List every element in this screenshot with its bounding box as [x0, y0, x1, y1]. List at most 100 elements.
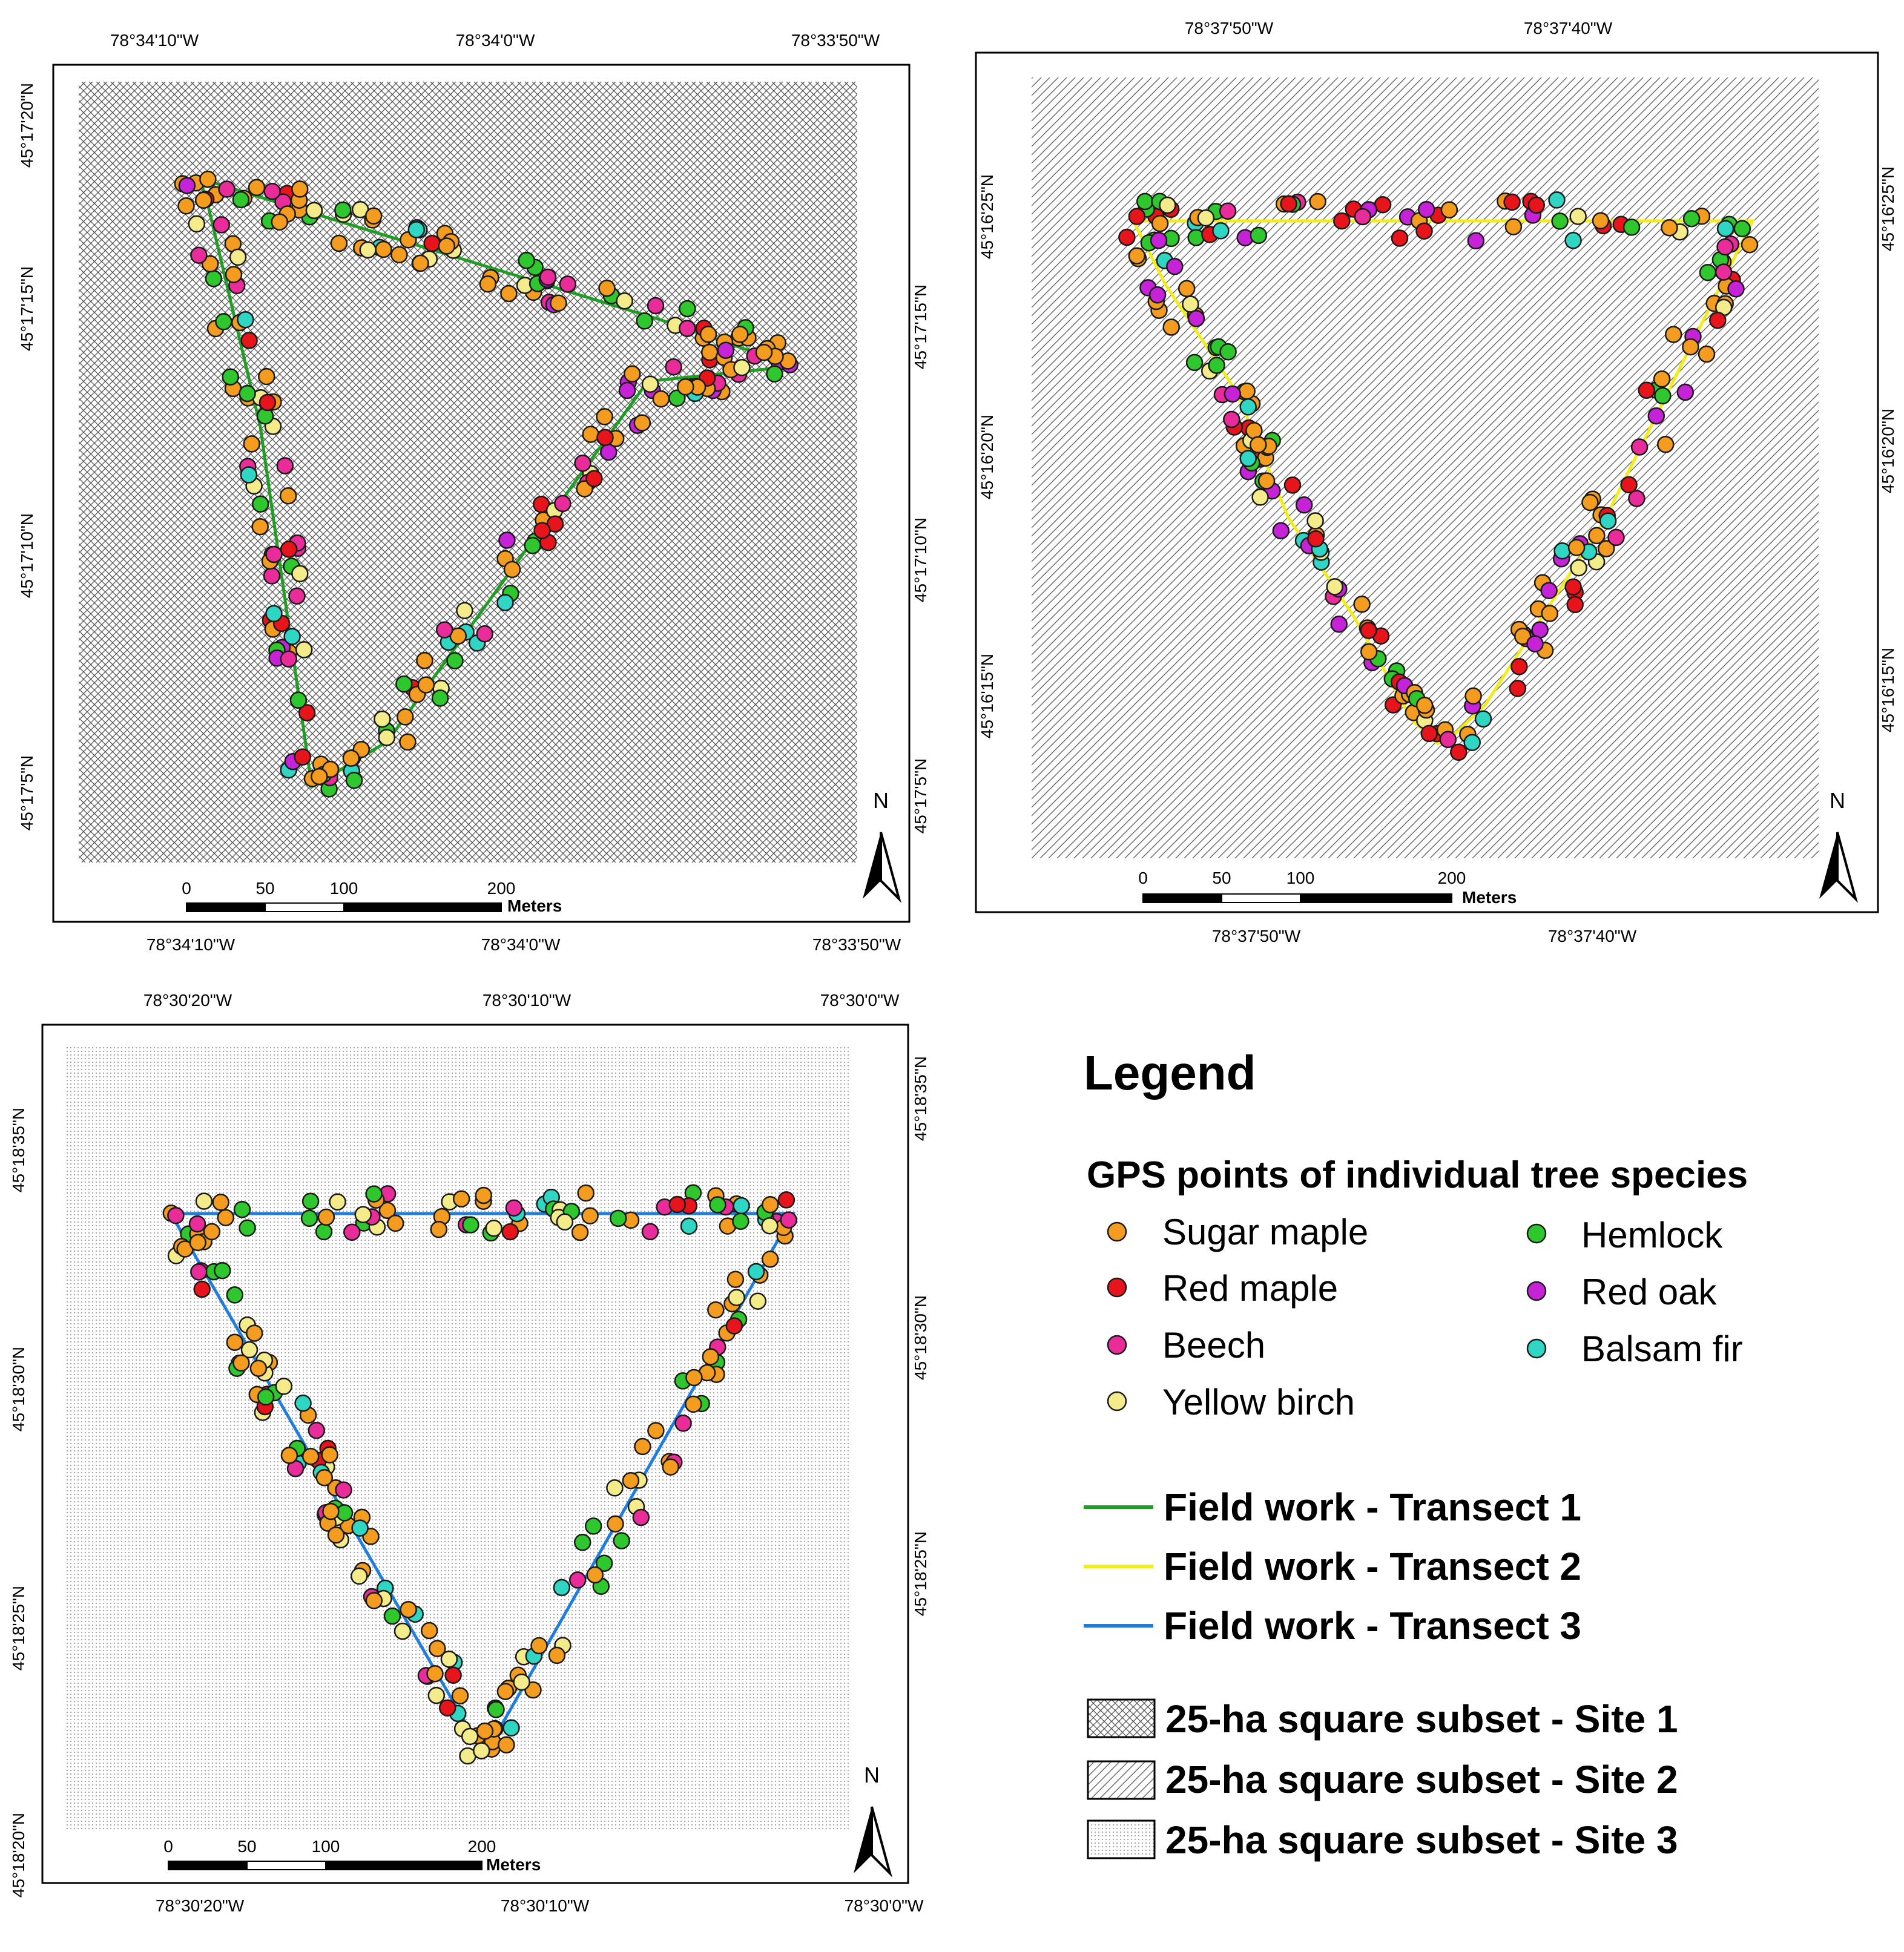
legend-transect-2: Field work - Transect 2: [1084, 1545, 1581, 1588]
north-arrow-icon: N: [863, 788, 901, 903]
tree-point: [271, 213, 289, 231]
tree-point: [395, 675, 413, 693]
tree-point: [501, 1223, 519, 1241]
scale-bar: 0 50 100 200 Meters: [182, 879, 562, 915]
tree-point: [707, 1301, 725, 1319]
tree-point: [288, 587, 306, 605]
tree-point: [476, 1722, 494, 1740]
tree-point: [1333, 212, 1351, 230]
tree-point: [317, 1208, 335, 1226]
tree-point: [375, 240, 392, 258]
svg-text:Beech: Beech: [1162, 1325, 1265, 1365]
svg-text:Field work - Transect 2: Field work - Transect 2: [1164, 1545, 1581, 1588]
tree-point: [226, 1333, 244, 1351]
north-arrow-icon: N: [1819, 788, 1858, 903]
tree-point: [596, 408, 613, 426]
tree-point: [685, 1395, 702, 1413]
tree-point: [1474, 710, 1492, 728]
left-tick-label: 45°17'5"N: [18, 755, 36, 831]
tree-point: [1656, 436, 1675, 453]
tree-point: [574, 455, 591, 472]
tree-point: [1699, 263, 1717, 281]
tree-point: [1676, 383, 1695, 401]
tree-point: [233, 1201, 251, 1218]
tree-point: [1360, 622, 1377, 639]
tree-point: [188, 1215, 206, 1233]
tree-point: [1620, 476, 1638, 494]
tree-point: [755, 343, 773, 361]
tree-point: [731, 326, 749, 343]
svg-text:Meters: Meters: [486, 1855, 541, 1874]
tree-point: [351, 1519, 369, 1537]
legend-species-red-maple: Red maple: [1107, 1268, 1338, 1309]
tree-point: [190, 246, 208, 264]
tree-point: [1223, 410, 1240, 429]
bottom-tick-label: 78°33'50"W: [812, 935, 901, 954]
tree-point: [762, 1196, 779, 1214]
tree-point: [407, 221, 426, 238]
tree-point: [662, 1458, 679, 1476]
tree-point: [263, 182, 281, 200]
tree-point: [1309, 192, 1326, 211]
tree-point: [1150, 231, 1168, 249]
tree-point: [733, 1197, 750, 1215]
svg-text:Field work - Transect 1: Field work - Transect 1: [1164, 1485, 1581, 1529]
tree-point: [420, 1622, 438, 1640]
svg-text:200: 200: [487, 879, 516, 898]
tree-point: [1251, 488, 1269, 506]
svg-text:Hemlock: Hemlock: [1581, 1215, 1723, 1255]
tree-point: [1541, 605, 1559, 622]
tree-point: [573, 1534, 591, 1551]
tree-point: [1514, 628, 1532, 645]
tree-point: [498, 531, 516, 549]
tree-point: [222, 368, 239, 386]
right-tick-label: 45°16'25"N: [1879, 166, 1897, 251]
svg-text:25-ha square subset - Site 3: 25-ha square subset - Site 3: [1165, 1818, 1678, 1862]
svg-text:Field work - Transect 3: Field work - Transect 3: [1164, 1604, 1581, 1648]
tree-point: [429, 1640, 446, 1657]
tree-point: [1391, 229, 1409, 247]
tree-point: [1250, 436, 1267, 454]
tree-point: [258, 367, 275, 386]
tree-point: [652, 390, 670, 408]
tree-point: [1503, 193, 1521, 211]
right-tick-label: 45°18'35"N: [911, 1056, 930, 1141]
tree-point: [342, 749, 360, 767]
tree-point: [500, 284, 518, 303]
tree-point: [383, 1607, 401, 1625]
svg-text:100: 100: [330, 879, 358, 898]
tree-point: [423, 234, 441, 252]
legend-title: Legend: [1084, 1046, 1256, 1100]
tree-point: [618, 381, 636, 399]
tree-point: [1415, 697, 1434, 714]
tree-point: [505, 1199, 523, 1217]
tree-point: [440, 1650, 458, 1668]
tree-point: [212, 1194, 229, 1211]
tree-point: [709, 1196, 726, 1214]
tree-point: [680, 1217, 698, 1235]
tree-point: [315, 1469, 334, 1487]
tree-point: [473, 1742, 490, 1760]
tree-point: [559, 275, 577, 293]
tree-point: [568, 1571, 587, 1589]
tree-point: [766, 365, 783, 383]
tree-point: [229, 248, 247, 266]
tree-point: [251, 495, 269, 513]
tree-point: [1622, 219, 1641, 236]
tree-point: [1219, 202, 1237, 220]
tree-point: [1654, 387, 1672, 405]
right-tick-label: 45°16'15"N: [1879, 648, 1897, 732]
tree-point: [1709, 311, 1727, 329]
tree-point: [167, 1206, 185, 1224]
tree-point: [1224, 385, 1242, 403]
svg-text:Red oak: Red oak: [1581, 1272, 1717, 1312]
tree-point: [365, 1592, 383, 1609]
tree-point: [1360, 643, 1378, 661]
legend-species-beech: Beech: [1107, 1325, 1265, 1365]
tree-point: [214, 1261, 231, 1280]
tree-point: [1698, 345, 1716, 363]
tree-point: [1420, 725, 1438, 743]
tree-point: [276, 457, 294, 475]
tree-point: [365, 1185, 383, 1203]
tree-point: [378, 729, 396, 746]
